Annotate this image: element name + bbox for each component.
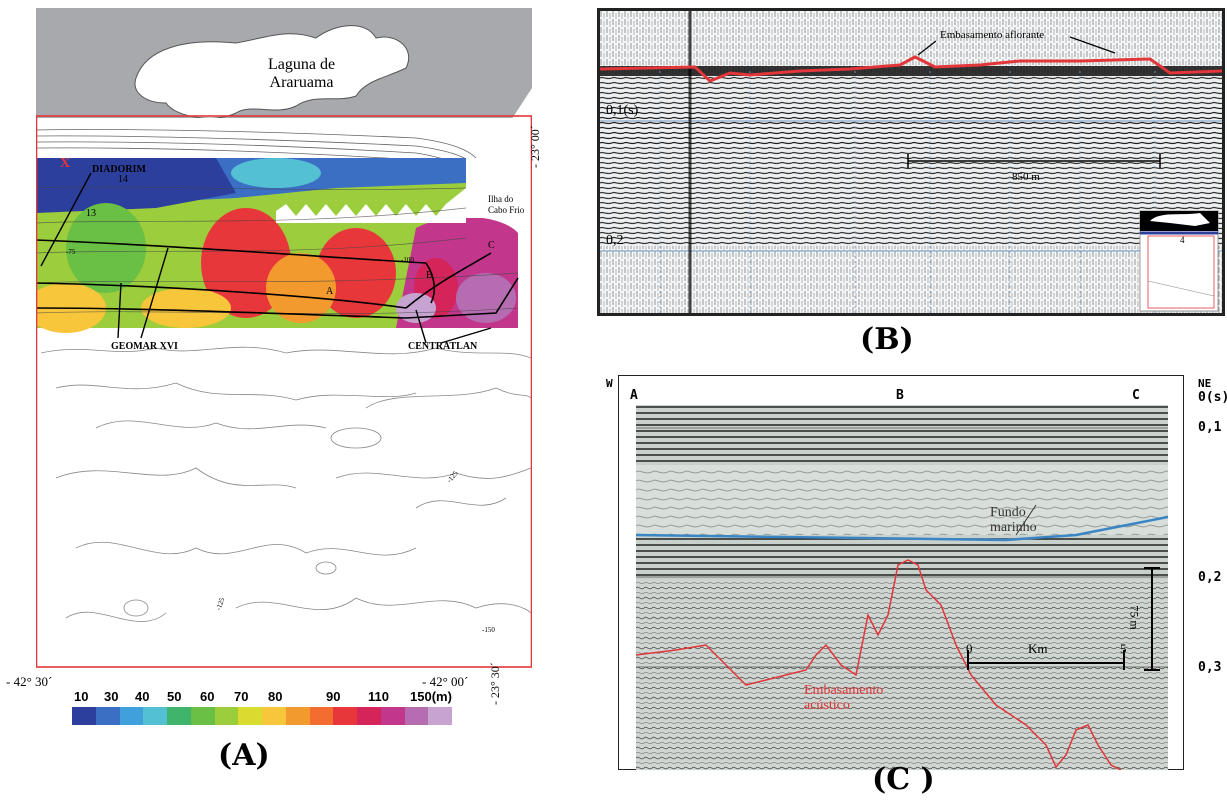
contour-label-150: -150: [482, 626, 495, 634]
label-13: 13: [86, 208, 96, 219]
time-03: 0,3: [1198, 660, 1222, 675]
time-01: 0,1: [1198, 420, 1222, 435]
label-a: A: [630, 388, 638, 403]
scale-850m: 850 m: [1012, 171, 1040, 183]
panel-c-seismic: Fundo marinho Embasamento acústico Km 0 …: [636, 405, 1168, 770]
color-scale-swatch: [238, 707, 262, 725]
emb-line2: acústico: [804, 698, 850, 713]
scale-label: 90: [326, 689, 341, 704]
panel-a-label: (A): [218, 738, 270, 773]
island-line2: Cabo Frio: [488, 205, 525, 215]
scale-label: 40: [135, 689, 150, 704]
lat-top-label: - 23° 00´: [528, 125, 542, 168]
x-mark: X: [60, 156, 71, 171]
time-label-01: 0,1(s): [606, 103, 639, 118]
centratlan-label: CENTRATLAN: [408, 341, 478, 352]
lagoon-line2: Araruama: [269, 74, 334, 91]
label-ne: NE: [1198, 377, 1212, 390]
panel-b-seismic: Embasamento aflorante 0,1(s) 0,2 850 m 4: [597, 8, 1225, 316]
lon-right-label: - 42° 00´: [422, 674, 469, 689]
time-02: 0,2: [1198, 570, 1222, 585]
color-scale-bar: [72, 707, 452, 725]
point-c: C: [488, 240, 495, 251]
color-scale-labels: 10 30 40 50 60 70 80 90 110 150(m): [72, 689, 472, 705]
color-scale-swatch: [333, 707, 357, 725]
scale-label: 30: [104, 689, 119, 704]
km-five: 5: [1120, 641, 1127, 656]
color-scale-swatch: [190, 707, 215, 725]
color-scale-swatch: [167, 707, 191, 725]
color-scale-swatch: [380, 707, 405, 725]
fundo-marinho-label: Fundo marinho: [990, 505, 1037, 535]
panel-c-label: (C ): [872, 762, 935, 797]
lon-left-label: - 42° 30´: [6, 674, 53, 689]
scale-label: 80: [268, 689, 283, 704]
emb-line1: Embasamento: [804, 683, 884, 698]
color-scale-swatch: [357, 707, 381, 725]
color-scale-swatch: [143, 707, 167, 725]
inset-number: 4: [1180, 235, 1185, 245]
point-a: A: [326, 286, 334, 297]
color-scale-swatch: [404, 707, 429, 725]
diadorim-label: DIADORIM: [92, 164, 146, 175]
color-scale-swatch: [285, 707, 310, 725]
point-b: B: [426, 270, 433, 281]
seismic-c-svg: [636, 405, 1168, 770]
island-line1: Ilha do: [488, 194, 514, 204]
scale-label: 110: [368, 689, 389, 704]
color-scale-swatch: [95, 707, 120, 725]
island-label: Ilha do Cabo Frio: [488, 194, 524, 216]
scale-label: 150(m): [410, 689, 452, 704]
depth-75m: 75 m: [1127, 605, 1142, 630]
fundo-line1: Fundo: [990, 505, 1026, 520]
color-scale-swatch: [262, 707, 286, 725]
scale-label: 70: [234, 689, 249, 704]
embasamento-acustico-label: Embasamento acústico: [804, 683, 883, 713]
label-b: B: [896, 388, 904, 403]
annotation-embasamento: Embasamento aflorante: [940, 29, 1045, 41]
color-scale-swatch: [214, 707, 239, 725]
panel-b-label: (B): [860, 322, 914, 357]
map-svg: [26, 8, 533, 668]
scale-label: 50: [167, 689, 182, 704]
label-w: W: [606, 377, 613, 390]
color-scale-swatch: [309, 707, 334, 725]
scale-label: 60: [200, 689, 215, 704]
contour-label-75: -75: [66, 248, 76, 256]
lagoon-label: Laguna de Araruama: [268, 56, 335, 92]
geomar-label: GEOMAR XVI: [111, 341, 178, 352]
panel-a-map: Laguna de Araruama DIADORIM 14 X 13 Ilha…: [26, 8, 533, 668]
scale-label: 10: [74, 689, 89, 704]
lagoon-line1: Laguna de: [268, 56, 336, 73]
color-scale-swatch: [72, 707, 96, 725]
label-c: C: [1132, 388, 1140, 403]
fundo-line2: marinho: [990, 520, 1037, 535]
km-label: Km: [1028, 641, 1048, 656]
color-scale-swatch: [428, 707, 452, 725]
contour-label-100: -100: [401, 256, 414, 264]
diadorim-number: 14: [118, 174, 128, 185]
lat-bottom-label: - 23° 30´: [488, 662, 502, 705]
color-scale-swatch: [119, 707, 144, 725]
seismic-b-svg: [600, 11, 1222, 313]
time-label-02: 0,2: [606, 233, 624, 248]
time-0: 0(s): [1198, 390, 1227, 405]
km-zero: 0: [966, 641, 973, 656]
